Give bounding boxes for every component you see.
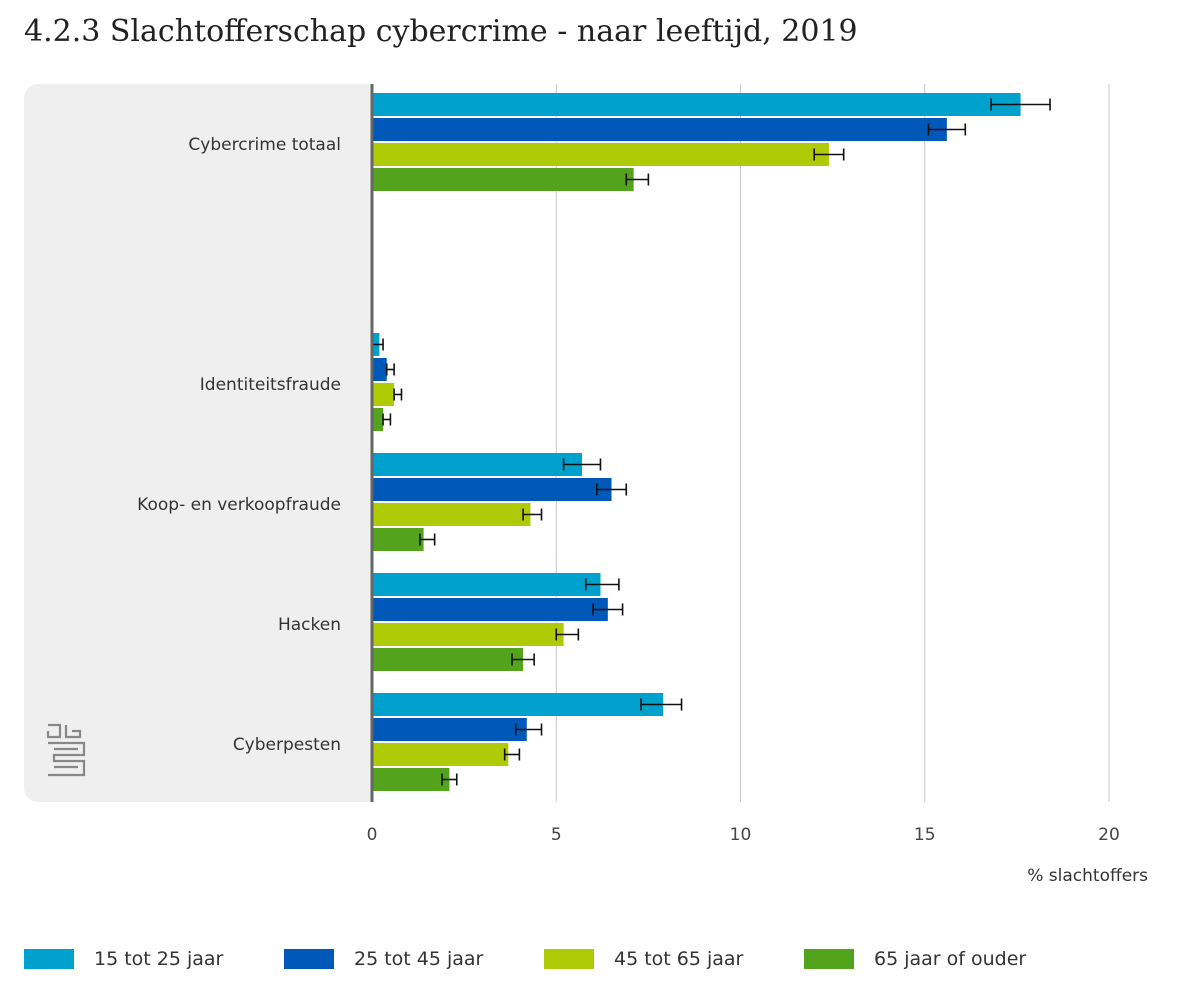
error-bar [382, 413, 392, 426]
category-label: Identiteitsfraude [200, 375, 341, 395]
bars [373, 93, 1021, 791]
x-tick-label: 0 [367, 825, 378, 845]
category-label: Cyberpesten [233, 735, 341, 755]
legend-swatch [544, 949, 594, 969]
x-tick-label: 20 [1098, 825, 1120, 845]
legend-swatch [284, 949, 334, 969]
error-bars [371, 98, 1051, 786]
error-bar [441, 773, 458, 786]
chart-title: 4.2.3 Slachtofferschap cybercrime - naar… [24, 14, 858, 49]
error-bar [595, 483, 628, 496]
error-bar [503, 748, 521, 761]
category-labels: Cybercrime totaal Identiteitsfraude Koop- … [137, 135, 341, 755]
legend-item: 45 tot 65 jaar [544, 944, 743, 974]
legend-item: 25 tot 45 jaar [284, 944, 483, 974]
category-label: Hacken [278, 615, 341, 635]
bar [373, 718, 527, 741]
bar [373, 573, 601, 596]
legend: 15 tot 25 jaar 25 tot 45 jaar 45 tot 65 ja… [24, 944, 1174, 974]
cbs-logo-icon [46, 723, 86, 777]
bar [373, 93, 1021, 116]
bar [373, 648, 524, 671]
x-tick-label: 15 [914, 825, 936, 845]
x-axis-title: % slachtoffers [1027, 866, 1148, 886]
bar [373, 598, 608, 621]
bar [373, 453, 583, 476]
bar [373, 503, 531, 526]
gridlines [555, 84, 1110, 802]
error-bar [640, 698, 683, 711]
bar [373, 143, 829, 166]
legend-label: 65 jaar of ouder [874, 948, 1027, 970]
legend-item: 65 jaar of ouder [804, 944, 1026, 974]
legend-label: 25 tot 45 jaar [354, 948, 484, 970]
error-bar [514, 723, 543, 736]
error-bar [990, 98, 1051, 111]
legend-label: 15 tot 25 jaar [94, 948, 224, 970]
bar [373, 168, 634, 191]
bar [373, 743, 509, 766]
error-bar [592, 603, 624, 616]
error-bar [419, 533, 436, 546]
legend-item: 15 tot 25 jaar [24, 944, 223, 974]
error-bar [813, 148, 845, 161]
error-bar [562, 458, 602, 471]
error-bar [584, 578, 620, 591]
x-tick-label: 5 [551, 825, 562, 845]
error-bar [511, 653, 535, 666]
bar [373, 693, 664, 716]
legend-label: 45 tot 65 jaar [614, 948, 744, 970]
error-bar [393, 388, 403, 401]
bar [373, 768, 450, 791]
bar [373, 528, 424, 551]
error-bar [385, 363, 395, 376]
error-bar [555, 628, 580, 641]
bar [373, 118, 947, 141]
x-tick-label: 10 [730, 825, 752, 845]
error-bar [625, 173, 650, 186]
category-panel [24, 84, 372, 802]
bar [373, 623, 564, 646]
bar [373, 358, 387, 381]
bar [373, 478, 612, 501]
bar [373, 408, 384, 431]
legend-swatch [24, 949, 74, 969]
error-bar [927, 123, 967, 136]
legend-swatch [804, 949, 854, 969]
category-label: Cybercrime totaal [188, 135, 341, 155]
category-label: Koop- en verkoopfraude [137, 495, 341, 515]
bar [373, 383, 395, 406]
x-tick-labels: 0 5 10 15 20 [367, 825, 1120, 845]
error-bar [522, 508, 543, 521]
